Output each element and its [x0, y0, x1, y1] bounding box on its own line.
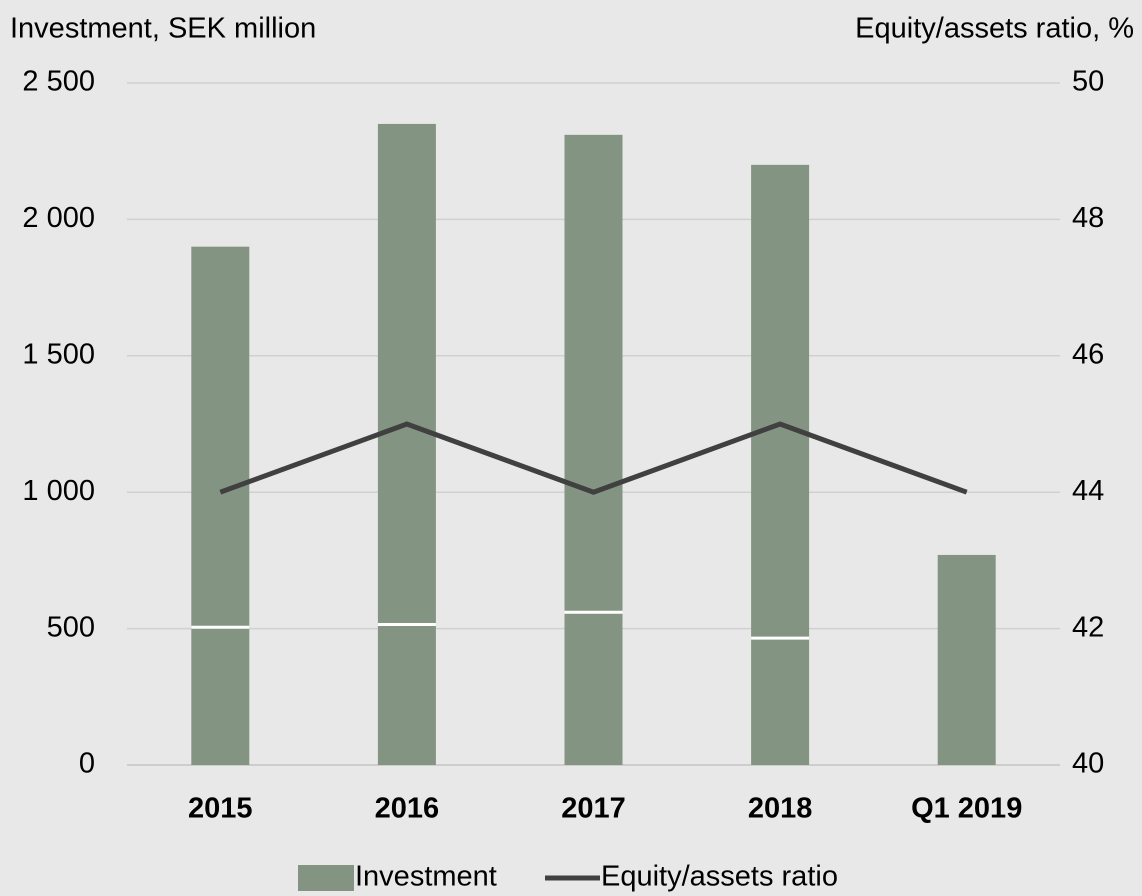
y-tick-label: 1 000	[22, 475, 95, 507]
legend-label: Investment	[355, 861, 497, 893]
bar	[564, 612, 623, 765]
y2-tick-label: 42	[1072, 611, 1104, 643]
x-tick-label: Q1 2019	[911, 793, 1022, 825]
y-axis-title: Investment, SEK million	[10, 13, 316, 45]
y2-axis-title: Equity/assets ratio, %	[855, 13, 1134, 45]
y-tick-label: 2 500	[22, 66, 95, 98]
y2-tick-label: 40	[1072, 748, 1104, 780]
bar	[937, 554, 996, 765]
y-tick-label: 500	[47, 611, 95, 643]
y-tick-label: 1 500	[22, 338, 95, 370]
bar	[564, 134, 623, 613]
y2-tick-label: 46	[1072, 338, 1104, 370]
line	[219, 421, 968, 495]
x-tick-label: 2018	[748, 793, 813, 825]
bar	[377, 624, 436, 765]
y2-tick-label: 44	[1072, 475, 1104, 507]
legend-label: Equity/assets ratio	[601, 861, 838, 893]
bar	[377, 123, 436, 625]
bar	[751, 164, 810, 639]
x-tick-label: 2016	[375, 793, 440, 825]
bar	[751, 638, 810, 765]
x-tick-label: 2017	[561, 793, 626, 825]
y-tick-label: 0	[79, 748, 95, 780]
bar	[191, 627, 250, 765]
y2-tick-label: 48	[1072, 202, 1104, 234]
legend-swatch	[298, 865, 354, 891]
y2-tick-label: 50	[1072, 66, 1104, 98]
bar	[191, 246, 250, 628]
x-tick-label: 2015	[188, 793, 253, 825]
y-tick-label: 2 000	[22, 202, 95, 234]
